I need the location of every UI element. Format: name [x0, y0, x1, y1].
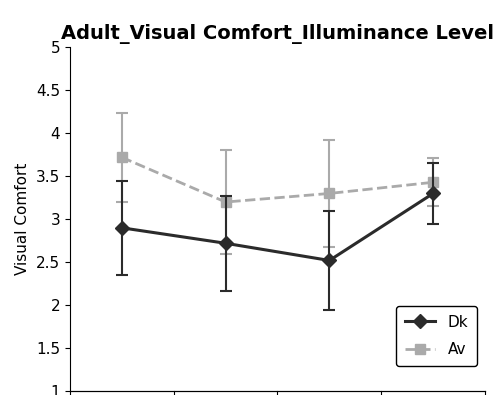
Title: Adult_Visual Comfort_Illuminance Level: Adult_Visual Comfort_Illuminance Level — [61, 24, 494, 44]
Y-axis label: Visual Comfort: Visual Comfort — [16, 163, 30, 275]
Legend: Dk, Av: Dk, Av — [396, 306, 477, 366]
